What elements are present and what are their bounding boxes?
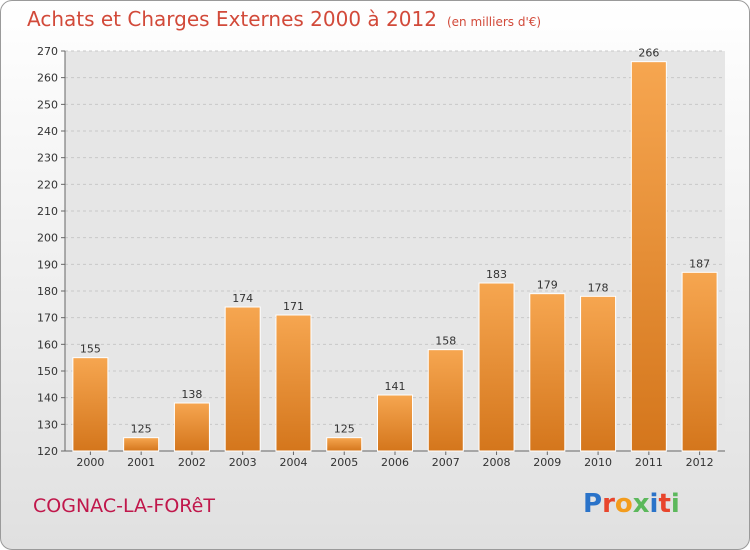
brand-letter: r bbox=[602, 489, 615, 519]
axis-layer: 120 130 140 150 160 170 180 190 200 210 220 230 240 2… bbox=[37, 45, 725, 469]
bar-2008 bbox=[478, 282, 515, 452]
x-tick-label-2005: 2005 bbox=[330, 456, 358, 469]
data-label-2009: 179 bbox=[537, 279, 558, 292]
y-tick-label: 250 bbox=[37, 98, 58, 111]
x-tick-label-2002: 2002 bbox=[178, 456, 206, 469]
bar-2003 bbox=[224, 306, 261, 452]
brand-letter: i bbox=[670, 489, 680, 519]
x-tick-label-2011: 2011 bbox=[635, 456, 663, 469]
title-row: Achats et Charges Externes 2000 à 2012 (e… bbox=[27, 7, 541, 31]
commune-name: COGNAC-LA-FORêT bbox=[33, 495, 215, 517]
data-label-2010: 178 bbox=[588, 281, 609, 294]
bar-2000 bbox=[72, 357, 109, 452]
x-tick-label-2010: 2010 bbox=[584, 456, 612, 469]
y-tick-label: 230 bbox=[37, 152, 58, 165]
y-tick-label: 120 bbox=[37, 445, 58, 458]
brand-logo: Proxiti bbox=[583, 489, 680, 519]
brand-letter: x bbox=[632, 489, 650, 519]
x-tick-label-2008: 2008 bbox=[483, 456, 511, 469]
bar-2002 bbox=[173, 402, 210, 452]
y-tick-label: 260 bbox=[37, 72, 58, 85]
y-tick-label: 140 bbox=[37, 392, 58, 405]
chart-title: Achats et Charges Externes 2000 à 2012 bbox=[27, 7, 437, 31]
x-tick-label-2001: 2001 bbox=[127, 456, 155, 469]
data-label-2003: 174 bbox=[232, 292, 253, 305]
brand-letter: P bbox=[583, 489, 603, 519]
bar-2001 bbox=[123, 437, 160, 452]
label-layer: 155 125 138 174 171 125 141 158 183 179 178 266 187 bbox=[80, 47, 710, 436]
y-tick-label: 190 bbox=[37, 258, 58, 271]
y-tick-label: 240 bbox=[37, 125, 58, 138]
bar-2007 bbox=[427, 349, 464, 452]
bar-2010 bbox=[580, 295, 617, 452]
bar-2006 bbox=[377, 394, 413, 452]
grid-layer bbox=[65, 50, 725, 452]
bar-2011 bbox=[630, 61, 667, 452]
y-tick-label: 210 bbox=[37, 205, 58, 218]
y-tick-label: 200 bbox=[37, 232, 58, 245]
data-label-2005: 125 bbox=[334, 423, 355, 436]
x-tick-label-2009: 2009 bbox=[533, 456, 561, 469]
brand-letter: o bbox=[614, 489, 633, 519]
brand-letter: i bbox=[649, 489, 659, 519]
y-tick-label: 220 bbox=[37, 178, 58, 191]
data-label-2008: 183 bbox=[486, 268, 507, 281]
bar-layer bbox=[72, 61, 718, 452]
y-tick-label: 170 bbox=[37, 312, 58, 325]
y-tick-label: 150 bbox=[37, 365, 58, 378]
x-tick-label-2000: 2000 bbox=[76, 456, 104, 469]
brand-letter: t bbox=[658, 489, 671, 519]
y-tick-label: 180 bbox=[37, 285, 58, 298]
chart-unit: (en milliers d'€) bbox=[446, 15, 542, 29]
x-tick-label-2003: 2003 bbox=[229, 456, 257, 469]
x-tick-label-2006: 2006 bbox=[381, 456, 409, 469]
data-label-2006: 141 bbox=[385, 380, 406, 393]
data-label-2004: 171 bbox=[283, 300, 304, 313]
y-tick-label: 130 bbox=[37, 418, 58, 431]
bar-2009 bbox=[529, 293, 566, 452]
data-label-2011: 266 bbox=[638, 47, 659, 60]
x-tick-label-2007: 2007 bbox=[432, 456, 460, 469]
bar-2004 bbox=[275, 314, 312, 452]
data-label-2012: 187 bbox=[689, 257, 710, 270]
x-tick-label-2012: 2012 bbox=[686, 456, 714, 469]
data-label-2001: 125 bbox=[131, 423, 152, 436]
bar-2005 bbox=[326, 437, 363, 452]
y-tick-label: 270 bbox=[37, 45, 58, 58]
y-tick-label: 160 bbox=[37, 338, 58, 351]
data-label-2000: 155 bbox=[80, 343, 101, 356]
data-label-2007: 158 bbox=[435, 335, 456, 348]
data-label-2002: 138 bbox=[181, 388, 202, 401]
x-tick-label-2004: 2004 bbox=[279, 456, 307, 469]
bar-2012 bbox=[681, 271, 718, 452]
